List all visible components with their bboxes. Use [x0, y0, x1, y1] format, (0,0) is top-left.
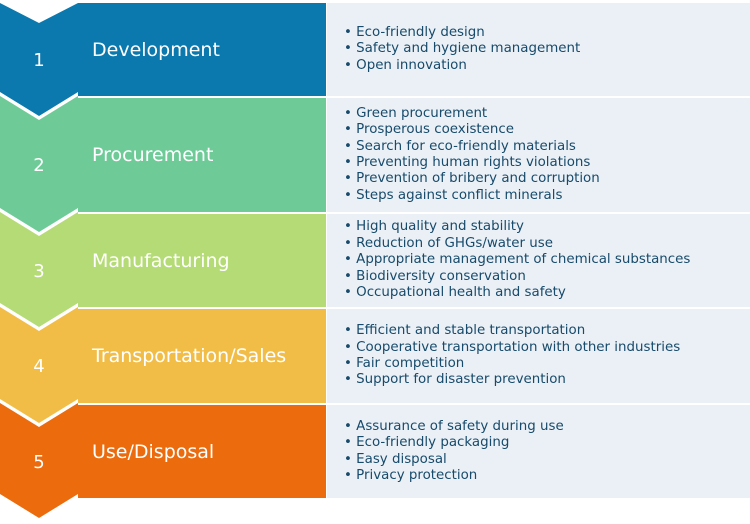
stage-number: 5 [33, 451, 45, 473]
chevron-column [0, 3, 78, 518]
stage-item: Preventing human rights violations [344, 155, 750, 171]
stage-item: Eco-friendly design [344, 25, 750, 41]
stage-title: Development [78, 3, 326, 96]
stage-item: Biodiversity conservation [344, 269, 750, 285]
stage-item: Prosperous coexistence [344, 122, 750, 138]
stage-number: 3 [33, 260, 45, 282]
stage-item: Appropriate management of chemical subst… [344, 252, 750, 268]
stage-items-panel: Eco-friendly designSafety and hygiene ma… [327, 3, 750, 96]
stage-items-panel: Green procurementProsperous coexistenceS… [327, 98, 750, 212]
stage-number: 2 [33, 155, 45, 176]
stage-item: Support for disaster prevention [344, 372, 750, 388]
stage-item: Reduction of GHGs/water use [344, 236, 750, 252]
stage-item: Prevention of bribery and corruption [344, 171, 750, 187]
stage-chevron-3 [0, 212, 78, 327]
stage-item: Open innovation [344, 58, 750, 74]
stage-item: Search for eco-friendly materials [344, 139, 750, 155]
stage-title: Manufacturing [78, 214, 326, 307]
stage-item: Easy disposal [344, 452, 750, 468]
stage-item: Cooperative transportation with other in… [344, 340, 750, 356]
stage-item: Privacy protection [344, 468, 750, 484]
stage-title: Procurement [78, 98, 326, 212]
stage-item: Green procurement [344, 106, 750, 122]
stage-item: Steps against conflict minerals [344, 188, 750, 204]
stage-item: High quality and stability [344, 219, 750, 235]
stage-chevron-4 [0, 307, 78, 423]
stage-item: Occupational health and safety [344, 285, 750, 301]
stage-item: Efficient and stable transportation [344, 323, 750, 339]
stage-item: Assurance of safety during use [344, 419, 750, 435]
stage-items-panel: High quality and stabilityReduction of G… [327, 214, 750, 307]
stage-chevron-2 [0, 96, 78, 232]
stage-items-panel: Efficient and stable transportationCoope… [327, 309, 750, 403]
stage-number: 4 [33, 356, 45, 377]
stage-item: Safety and hygiene management [344, 41, 750, 57]
stage-title: Use/Disposal [78, 405, 326, 498]
stage-title: Transportation/Sales [78, 309, 326, 403]
stage-chevron-1 [0, 3, 78, 116]
stage-item: Fair competition [344, 356, 750, 372]
stage-chevron-5 [0, 403, 78, 518]
stage-item: Eco-friendly packaging [344, 435, 750, 451]
stage-number: 1 [33, 49, 45, 71]
stage-items-panel: Assurance of safety during useEco-friend… [327, 405, 750, 498]
